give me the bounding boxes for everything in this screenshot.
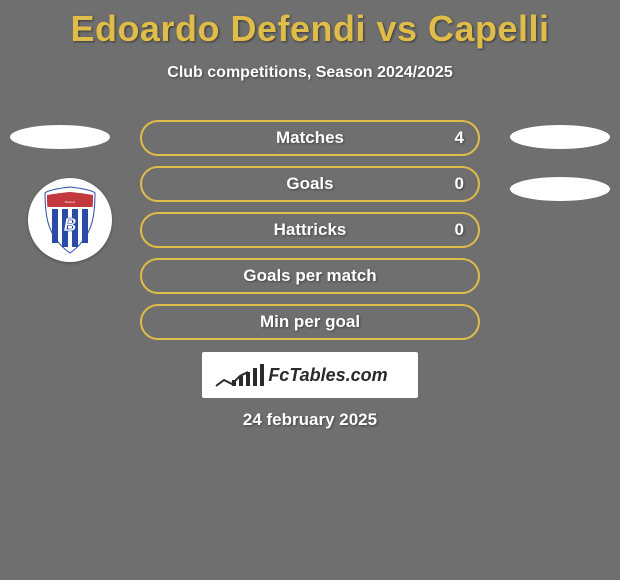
stat-row: Hattricks 0 xyxy=(140,212,480,248)
footer-date: 24 february 2025 xyxy=(0,410,620,430)
stats-rows: Matches 4 Goals 0 Hattricks 0 Goals per … xyxy=(140,120,480,350)
brand-badge: FcTables.com xyxy=(202,352,418,398)
stat-row: Goals per match xyxy=(140,258,480,294)
stat-label: Hattricks xyxy=(274,220,347,240)
stat-label: Min per goal xyxy=(260,312,360,332)
stat-value: 0 xyxy=(455,174,464,194)
player-left-placeholder xyxy=(10,125,110,149)
player-right-placeholder-1 xyxy=(510,125,610,149)
page-title: Edoardo Defendi vs Capelli xyxy=(0,0,620,50)
stat-row: Matches 4 xyxy=(140,120,480,156)
stat-label: Goals xyxy=(286,174,333,194)
svg-text:B: B xyxy=(64,215,77,235)
stat-row: Min per goal xyxy=(140,304,480,340)
shield-icon: Brescia B xyxy=(41,185,99,255)
stat-row: Goals 0 xyxy=(140,166,480,202)
subtitle: Club competitions, Season 2024/2025 xyxy=(0,64,620,82)
stat-label: Matches xyxy=(276,128,344,148)
brand-text: FcTables.com xyxy=(268,365,387,386)
bars-icon xyxy=(232,364,264,386)
svg-text:Brescia: Brescia xyxy=(65,200,75,204)
stat-value: 0 xyxy=(455,220,464,240)
player-right-placeholder-2 xyxy=(510,177,610,201)
stat-value: 4 xyxy=(455,128,464,148)
stat-label: Goals per match xyxy=(243,266,376,286)
club-crest: Brescia B xyxy=(28,178,112,262)
